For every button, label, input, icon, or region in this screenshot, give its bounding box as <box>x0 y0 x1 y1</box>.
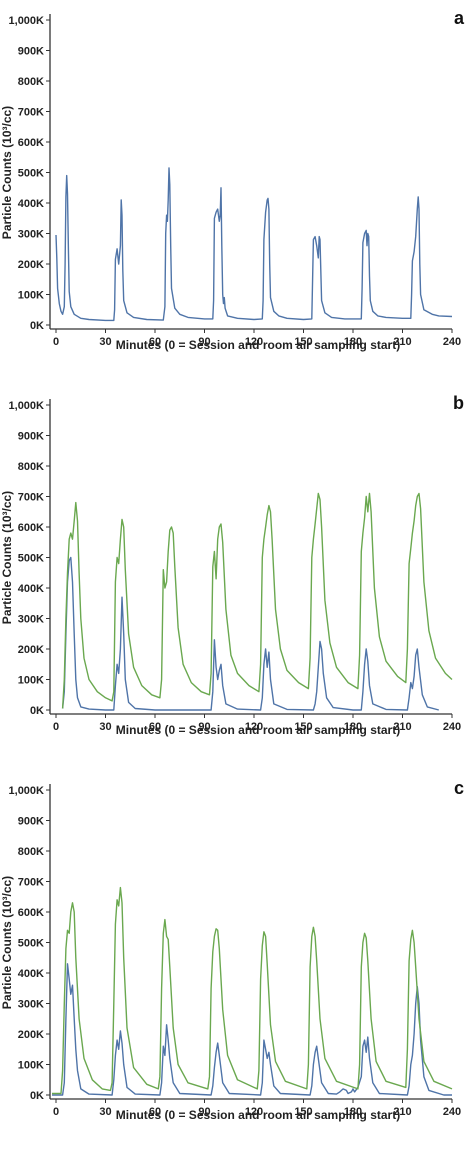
chart-a-svg: 0K 100K 200K 300K 400K 500K 600K 700K 800K 900K 1,… <box>0 8 465 352</box>
x-tick-label: 180 <box>344 721 362 733</box>
x-tick-label: 30 <box>99 1106 111 1118</box>
x-tick-label: 30 <box>99 721 111 733</box>
x-tick-label: 0 <box>53 336 59 348</box>
y-tick-label: 1,000K <box>9 400 45 412</box>
x-tick-label: 210 <box>393 336 411 348</box>
y-tick-label: 300K <box>18 999 44 1011</box>
x-tick-label: 210 <box>393 1106 411 1118</box>
chart-panel-b: 0K 100K 200K 300K 400K 500K 600K 700K 800K 900K 1,… <box>0 385 474 770</box>
x-tick-label: 0 <box>53 721 59 733</box>
y-tick-label: 400K <box>18 583 44 595</box>
series-line-1 <box>61 556 439 711</box>
y-tick-label: 600K <box>18 907 44 919</box>
y-tick-label: 0K <box>30 705 44 717</box>
panel-letter: b <box>453 393 464 413</box>
x-tick-label: 0 <box>53 1106 59 1118</box>
x-tick-label: 150 <box>294 1106 312 1118</box>
y-tick-label: 800K <box>18 76 44 88</box>
y-tick-label: 600K <box>18 522 44 534</box>
y-axis-label: Particle Counts (10³/cc) <box>0 491 14 624</box>
y-tick-label: 500K <box>18 553 44 565</box>
y-tick-label: 900K <box>18 46 44 58</box>
y-tick-label: 600K <box>18 137 44 149</box>
y-tick-label: 100K <box>18 1060 44 1072</box>
x-tick-label: 150 <box>294 336 312 348</box>
y-tick-label: 700K <box>18 492 44 504</box>
x-axis-label: Minutes (0 = Session and room air sampli… <box>116 338 400 352</box>
y-tick-label: 800K <box>18 461 44 473</box>
x-axis-label: Minutes (0 = Session and room air sampli… <box>116 1108 400 1122</box>
y-tick-label: 500K <box>18 168 44 180</box>
series-line-2 <box>61 492 453 709</box>
y-tick-label: 500K <box>18 938 44 950</box>
x-tick-label: 120 <box>245 1106 263 1118</box>
y-tick-label: 200K <box>18 1029 44 1041</box>
x-tick-label: 120 <box>245 336 263 348</box>
series-line-2 <box>52 886 453 1095</box>
y-tick-label: 100K <box>18 675 44 687</box>
y-tick-label: 100K <box>18 290 44 302</box>
y-tick-label: 700K <box>18 107 44 119</box>
x-tick-label: 60 <box>149 721 161 733</box>
series-line-1 <box>52 963 452 1096</box>
x-axis-label: Minutes (0 = Session and room air sampli… <box>116 723 400 737</box>
x-tick-label: 210 <box>393 721 411 733</box>
x-tick-label: 60 <box>149 336 161 348</box>
x-tick-label: 180 <box>344 1106 362 1118</box>
panel-letter: a <box>454 8 465 28</box>
x-tick-label: 30 <box>99 336 111 348</box>
x-tick-label: 240 <box>443 1106 461 1118</box>
y-tick-label: 1,000K <box>9 785 45 797</box>
y-tick-label: 0K <box>30 320 44 332</box>
x-tick-label: 90 <box>198 721 210 733</box>
y-tick-label: 300K <box>18 614 44 626</box>
x-tick-label: 240 <box>443 721 461 733</box>
x-tick-label: 60 <box>149 1106 161 1118</box>
x-tick-label: 150 <box>294 721 312 733</box>
chart-panel-c: 0K 100K 200K 300K 400K 500K 600K 700K 800K 900K 1,… <box>0 770 474 1155</box>
y-tick-label: 0K <box>30 1090 44 1102</box>
y-axis-label: Particle Counts (10³/cc) <box>0 106 14 239</box>
x-tick-label: 120 <box>245 721 263 733</box>
chart-b-svg: 0K 100K 200K 300K 400K 500K 600K 700K 800K 900K 1,… <box>0 393 464 737</box>
y-tick-label: 400K <box>18 968 44 980</box>
y-tick-label: 900K <box>18 816 44 828</box>
y-tick-label: 200K <box>18 644 44 656</box>
x-tick-label: 240 <box>443 336 461 348</box>
series-line-1 <box>55 167 453 322</box>
chart-c-svg: 0K 100K 200K 300K 400K 500K 600K 700K 800K 900K 1,… <box>0 778 464 1122</box>
y-tick-label: 200K <box>18 259 44 271</box>
y-tick-label: 400K <box>18 198 44 210</box>
y-axis-label: Particle Counts (10³/cc) <box>0 876 14 1009</box>
x-tick-label: 180 <box>344 336 362 348</box>
y-tick-label: 700K <box>18 877 44 889</box>
y-tick-label: 1,000K <box>9 15 45 27</box>
y-tick-label: 300K <box>18 229 44 241</box>
panel-letter: c <box>454 778 464 798</box>
x-tick-label: 90 <box>198 336 210 348</box>
x-tick-label: 90 <box>198 1106 210 1118</box>
chart-panel-a: 0K 100K 200K 300K 400K 500K 600K 700K 800K 900K 1,… <box>0 0 474 385</box>
y-tick-label: 800K <box>18 846 44 858</box>
y-tick-label: 900K <box>18 431 44 443</box>
